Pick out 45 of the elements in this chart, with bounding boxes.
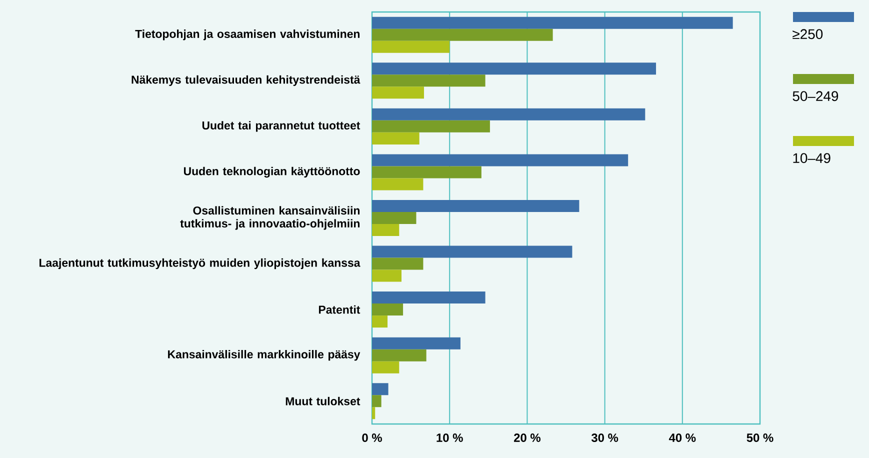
x-tick-label: 10 % [436,434,463,442]
y-tick-label: Uuden teknologian käyttöönotto [184,166,360,178]
bar [372,304,404,316]
y-tick-label: Laajentunut tutkimusyhteistyö muiden yliopistojen kanssa [40,258,360,270]
bar [372,40,450,53]
bar [372,258,424,270]
bar [372,270,402,282]
bar [372,166,482,178]
x-tick-label: 0 % [362,434,382,442]
bar [372,74,486,87]
y-tick-label: Osallistuminen kansainvälisiin tutkimus- ja innovaatio-ohjelmiin [180,206,360,230]
y-tick-label: Muut tulokset [286,396,360,406]
legend-label: 10–49 [793,153,830,164]
bar [372,246,572,258]
bar [372,349,426,362]
bar [372,407,376,420]
x-tick-label: 50 % [746,434,774,442]
x-tick-label: 40 % [668,434,696,442]
bar [372,292,486,304]
legend-label: ≥250 [792,29,823,40]
y-tick-label: Tietopohjan ja osaamisen vahvistuminen [135,30,360,40]
bar [372,132,420,144]
y-tick-label: Kansainvälisille markkinoille pääsy [168,350,360,361]
bar [372,395,382,408]
x-tick-label: 30 % [591,434,618,442]
bar [372,361,400,374]
bar [372,212,416,224]
y-tick-label: Uudet tai parannetut tuotteet [202,121,360,132]
bar [372,108,646,120]
bar [372,200,580,212]
bar [372,16,733,29]
bar [372,120,490,132]
bar [372,62,656,75]
bar [372,224,400,236]
bar [372,337,460,350]
bar [372,86,424,99]
bar [372,28,553,41]
legend-label: 50–249 [792,91,838,102]
x-tick-label: 20 % [514,434,540,442]
bar [372,178,424,190]
bar [372,316,388,328]
y-tick-label: Näkemys tulevaisuuden kehitystrendeistä [132,75,360,86]
bar [372,154,628,166]
y-tick-label: Patentit [318,305,360,314]
bar [372,383,388,396]
